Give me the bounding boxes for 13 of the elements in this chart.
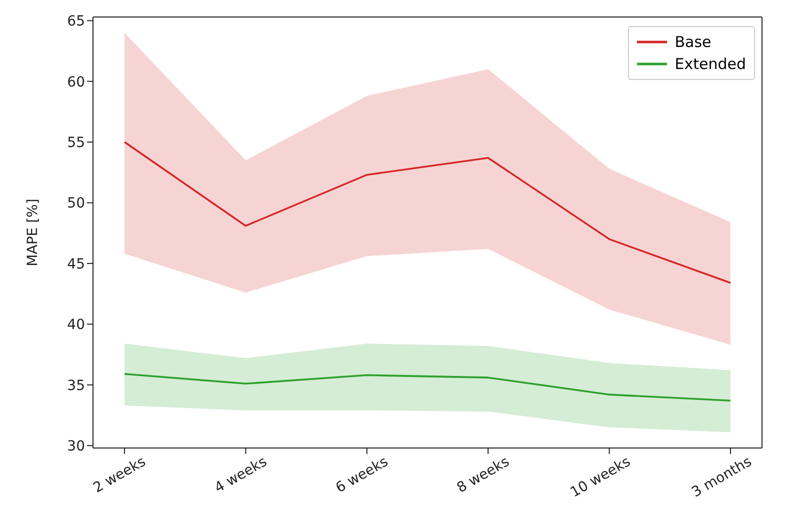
y-tick-label: 45 bbox=[67, 256, 85, 272]
y-tick-label: 35 bbox=[67, 378, 85, 394]
y-tick-label: 65 bbox=[67, 14, 85, 30]
y-tick-label: 60 bbox=[67, 74, 85, 90]
legend-label: Base bbox=[674, 32, 712, 53]
y-tick-label: 55 bbox=[67, 135, 85, 152]
y-tick-label: 40 bbox=[67, 317, 85, 334]
line-series bbox=[124, 373, 732, 402]
y-tick-label: 50 bbox=[67, 196, 85, 212]
legend-label: Extended bbox=[674, 54, 746, 75]
line-series bbox=[124, 141, 732, 284]
y-axis-title: MAPE [%] bbox=[24, 198, 41, 266]
y-tick-label: 30 bbox=[67, 438, 85, 455]
